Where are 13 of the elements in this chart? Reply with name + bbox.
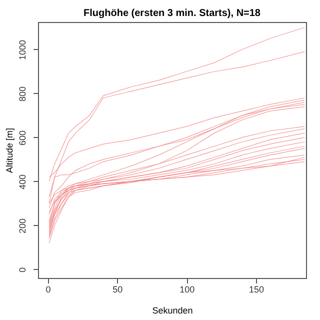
y-tick-label: 400 [18,174,28,190]
chart-title: Flughöhe (ersten 3 min. Starts), N=18 [84,8,261,19]
x-tick-label: 50 [112,284,123,294]
y-axis-title: Altitude [m] [4,128,14,174]
y-tick-label: 200 [18,218,28,234]
y-tick-label: 1000 [18,40,28,60]
y-tick-label: 800 [18,86,28,102]
y-tick-label: 600 [18,130,28,146]
y-tick-label: 0 [18,267,28,272]
x-tick-label: 150 [248,284,264,294]
x-tick-label: 0 [46,284,51,294]
x-tick-label: 100 [180,284,195,294]
x-axis-title: Sekunden [152,306,193,316]
